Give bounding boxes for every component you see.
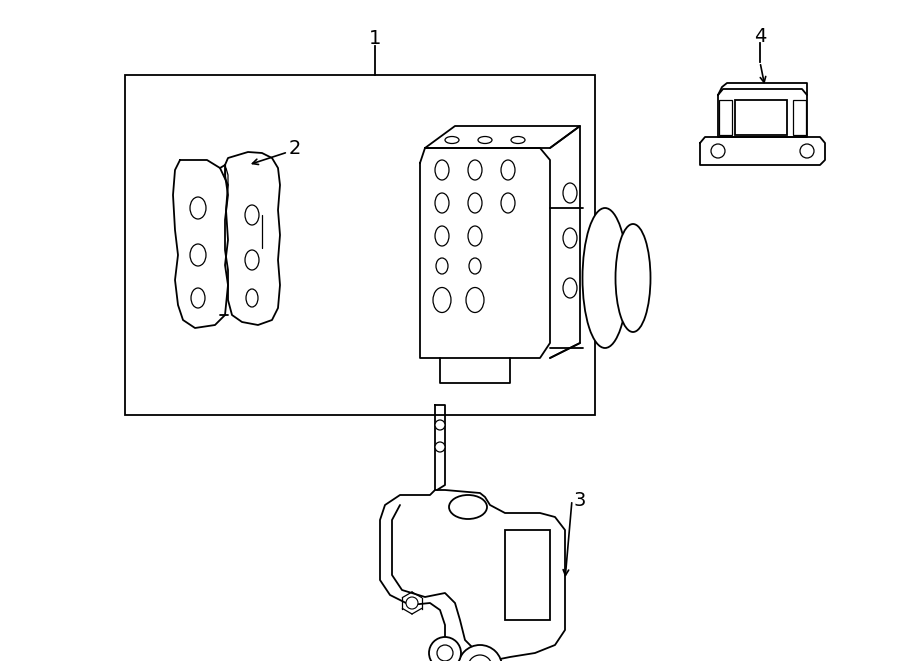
Ellipse shape <box>563 228 577 248</box>
Circle shape <box>711 144 725 158</box>
Ellipse shape <box>191 288 205 308</box>
Ellipse shape <box>616 224 651 332</box>
Ellipse shape <box>445 137 459 143</box>
Ellipse shape <box>468 226 482 246</box>
Circle shape <box>429 637 461 661</box>
Circle shape <box>458 645 502 661</box>
Bar <box>793 100 806 135</box>
Ellipse shape <box>501 193 515 213</box>
Ellipse shape <box>435 193 449 213</box>
Ellipse shape <box>436 258 448 274</box>
Ellipse shape <box>190 197 206 219</box>
Ellipse shape <box>245 205 259 225</box>
Circle shape <box>435 420 445 430</box>
Text: 1: 1 <box>369 28 382 48</box>
Bar <box>125 75 595 415</box>
Ellipse shape <box>435 226 449 246</box>
Bar <box>719 100 732 135</box>
Circle shape <box>435 442 445 452</box>
Ellipse shape <box>435 160 449 180</box>
Ellipse shape <box>582 208 627 348</box>
Ellipse shape <box>468 160 482 180</box>
Ellipse shape <box>469 258 481 274</box>
Ellipse shape <box>468 193 482 213</box>
Circle shape <box>800 144 814 158</box>
Ellipse shape <box>449 495 487 519</box>
Ellipse shape <box>478 137 492 143</box>
Ellipse shape <box>501 160 515 180</box>
Text: 3: 3 <box>574 490 586 510</box>
Ellipse shape <box>563 183 577 203</box>
Circle shape <box>406 597 418 609</box>
Ellipse shape <box>245 250 259 270</box>
Circle shape <box>468 655 492 661</box>
Ellipse shape <box>563 278 577 298</box>
Text: 2: 2 <box>289 139 302 157</box>
Bar <box>505 530 550 620</box>
Circle shape <box>437 645 453 661</box>
Ellipse shape <box>433 288 451 313</box>
Ellipse shape <box>246 289 258 307</box>
Ellipse shape <box>466 288 484 313</box>
Text: 4: 4 <box>754 26 766 46</box>
Ellipse shape <box>190 244 206 266</box>
Ellipse shape <box>511 137 525 143</box>
Bar <box>735 100 787 135</box>
